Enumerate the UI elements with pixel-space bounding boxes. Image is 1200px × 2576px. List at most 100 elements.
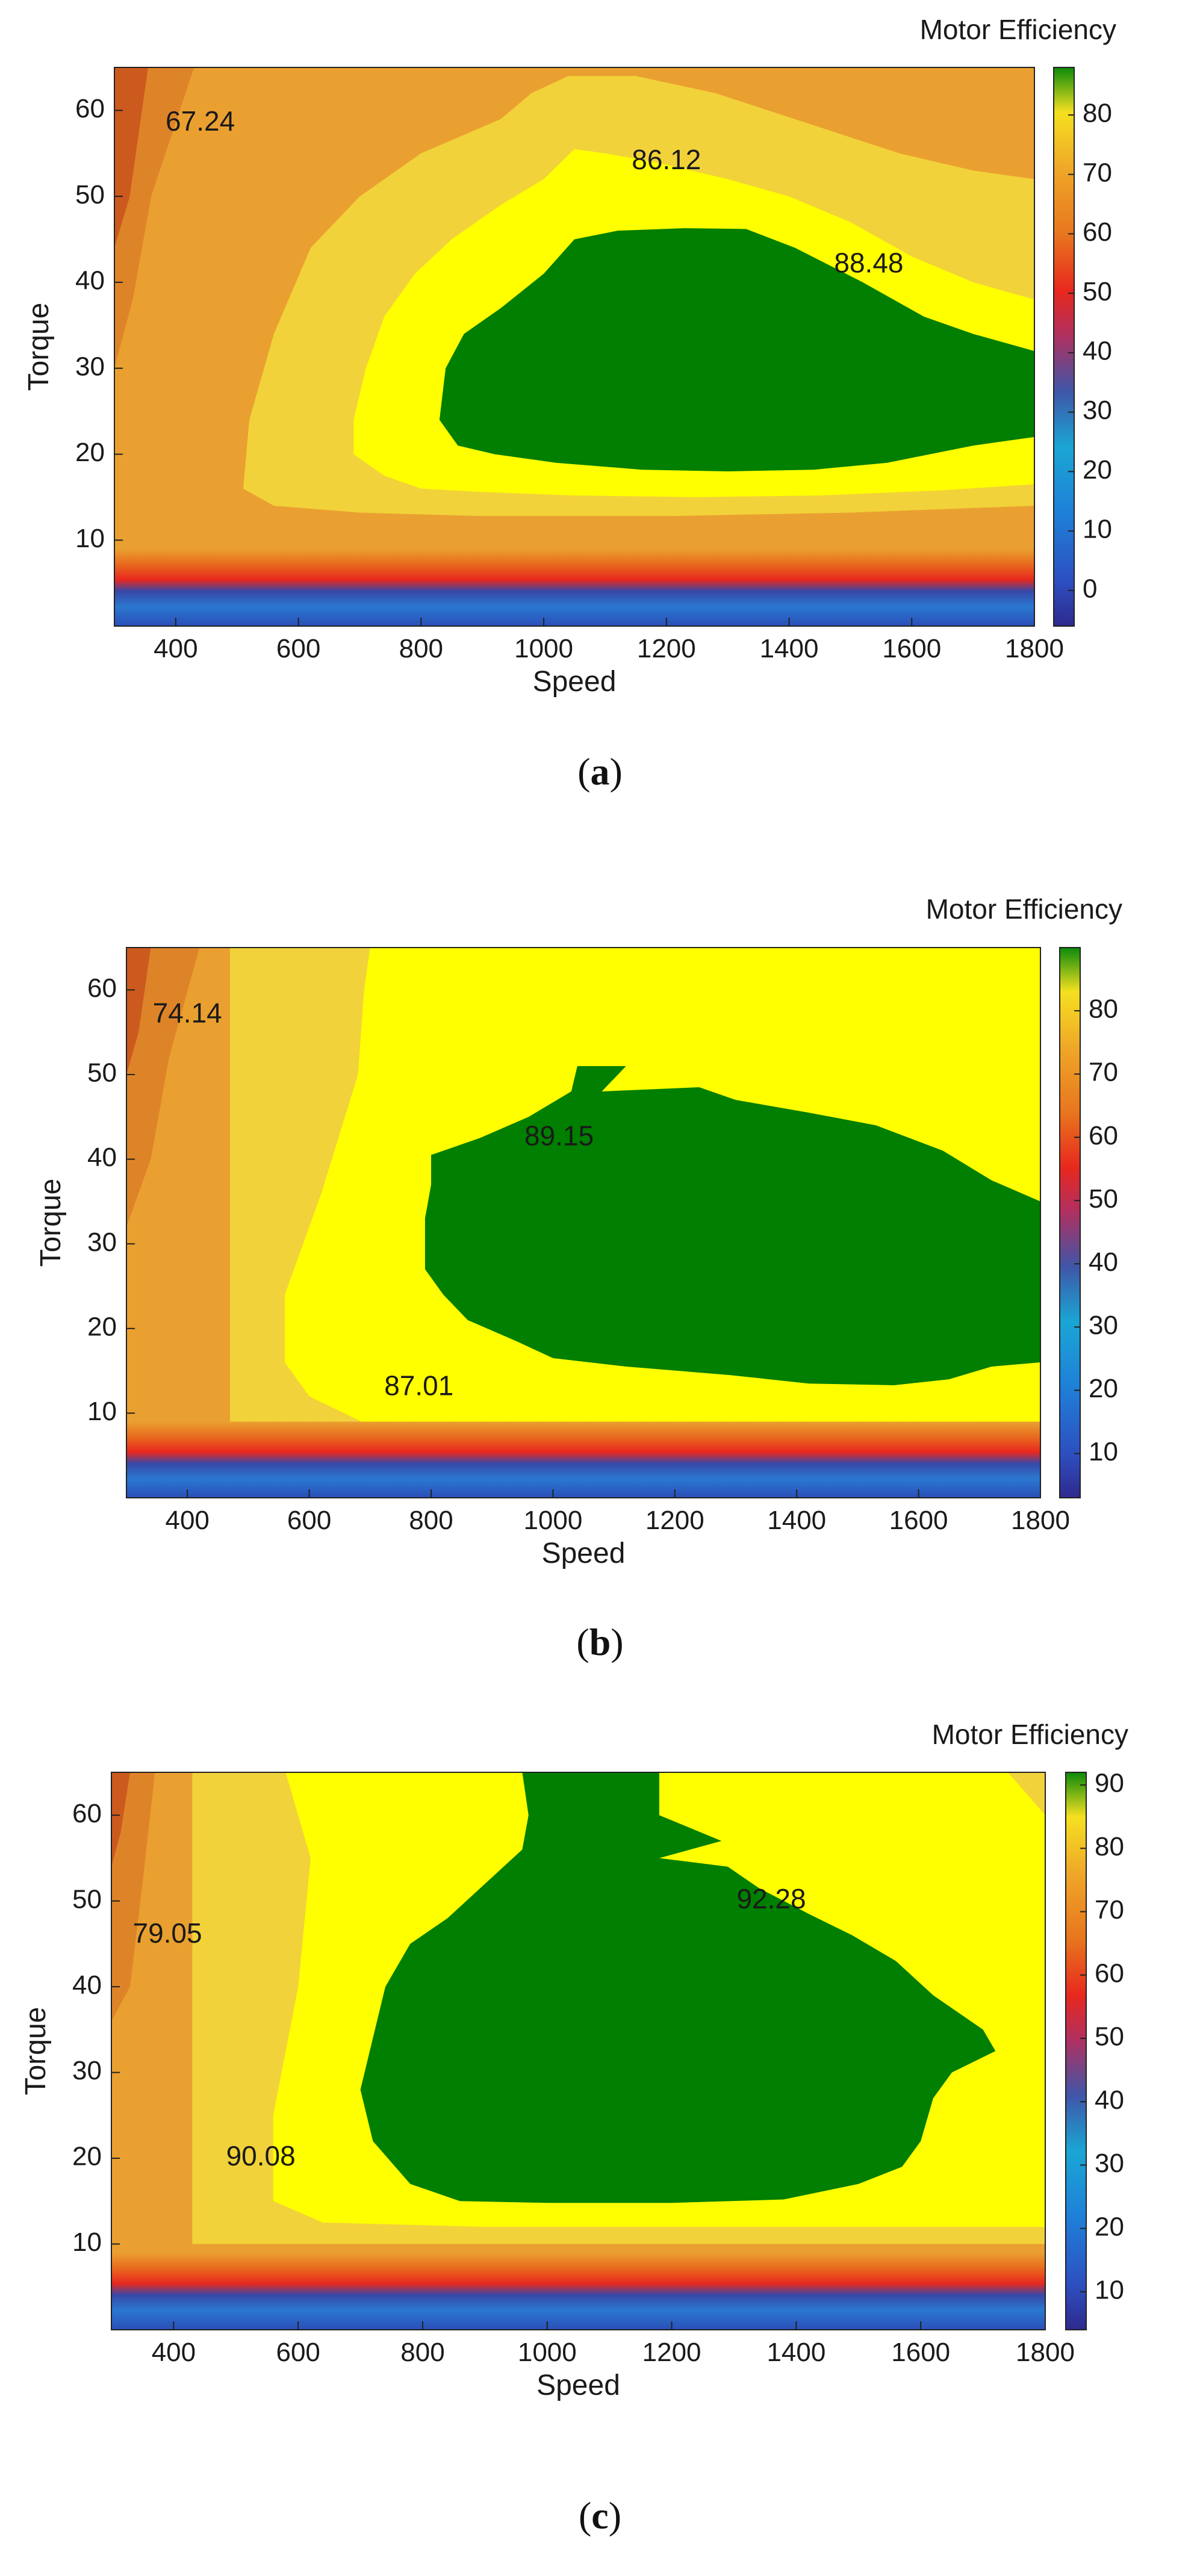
region-band-deep-74 [126,948,151,1075]
caption-a: (a) [577,750,623,793]
annotation-label: 67.24 [166,105,235,137]
x-tick-label: 600 [276,634,320,663]
colorbar [1065,1772,1087,2330]
colorbar-tick-label: 80 [1095,1832,1124,1861]
x-tick-label: 1400 [767,1506,826,1535]
annotation-label: 90.08 [226,2140,296,2171]
annotation-label: 88.48 [834,247,903,279]
x-tick-label: 600 [287,1506,331,1535]
y-tick-label: 40 [72,1970,102,2000]
colorbar-tick-label: 80 [1089,995,1118,1024]
colorbar-tick-label: 10 [1089,1437,1118,1466]
y-tick-label: 20 [87,1312,117,1341]
region-green-89-15 [424,1066,1040,1385]
annotation-label: 79.05 [132,1917,202,1949]
colorbar-title: Motor Efficiency [920,14,1116,45]
x-tick-label: 1200 [645,1506,704,1535]
efficiency-map-b: 74.14 89.15 87.01 400 600 800 1000 1200 1400 1600… [35,893,1122,1569]
x-tick-label: 400 [165,1506,209,1535]
annotation-label: 92.28 [736,1883,806,1914]
x-tick-label: 1600 [882,634,941,663]
colorbar-tick-label: 60 [1095,1958,1124,1988]
x-tick-label: 1800 [1005,634,1064,663]
plot-area [126,948,1040,1498]
colorbar-tick-label: 10 [1095,2275,1124,2304]
y-tick-label: 10 [87,1397,117,1426]
y-tick-label: 50 [75,180,105,209]
y-axis-label: Torque [35,1179,67,1267]
x-tick-label: 600 [276,2338,320,2367]
efficiency-map-c: 79.05 92.28 90.08 400 600 800 1000 1200 1400 1600… [20,1719,1128,2401]
colorbar-tick-label: 50 [1089,1184,1118,1214]
x-tick-label: 400 [152,2338,196,2367]
annotation-label: 87.01 [384,1370,453,1401]
caption-b: (b) [576,1621,624,1663]
region-band-orange-82 [111,1772,155,2022]
annotation-label: 74.14 [153,998,222,1029]
x-tick-label: 800 [400,2338,444,2367]
y-tick-label: 50 [72,1884,102,1914]
y-tick-label: 20 [72,2142,102,2171]
colorbar-tick-label: 20 [1089,1374,1118,1403]
x-tick-label: 800 [409,1506,453,1535]
colorbar-tick-label: 20 [1083,455,1112,485]
y-tick-label: 40 [75,266,105,296]
region-green-88-48 [439,228,1034,471]
x-tick-label: 1800 [1016,2338,1075,2367]
x-tick-label: 1600 [889,1506,948,1535]
region-band-deep-65 [114,67,148,248]
colorbar [1053,67,1075,627]
x-tick-label: 1000 [514,634,573,663]
y-tick-label: 60 [87,973,117,1003]
y-tick-label: 50 [87,1058,117,1088]
colorbar-tick-label: 40 [1095,2085,1124,2115]
colorbar-tick-label: 10 [1083,515,1112,544]
colorbar [1059,947,1081,1498]
y-tick-label: 20 [75,438,105,467]
plot-area [114,67,1034,626]
x-tick-label: 1000 [523,1506,582,1535]
x-tick-label: 1400 [766,2338,825,2367]
x-tick-label: 1200 [637,634,696,663]
y-tick-label: 60 [75,94,105,123]
y-tick-label: 10 [75,524,105,553]
region-band-orange-78 [126,948,200,1227]
colorbar-title: Motor Efficiency [932,1719,1128,1750]
x-tick-label: 1800 [1011,1506,1070,1535]
panel-b: 74.14 89.15 87.01 400 600 800 1000 1200 1400 1600… [0,858,1200,1717]
x-tick-label: 1200 [642,2338,701,2367]
x-axis-label: Speed [536,2370,620,2401]
low-torque-band [114,548,1034,626]
x-tick-label: 1400 [760,634,819,663]
colorbar-tick-label: 40 [1083,336,1112,365]
low-torque-band [111,2252,1045,2330]
colorbar-tick-label: 70 [1089,1058,1118,1087]
colorbar-tick-label: 0 [1083,574,1097,603]
caption-c: (c) [578,2494,622,2537]
y-tick-label: 30 [75,352,105,381]
colorbar-tick-label: 20 [1095,2212,1124,2241]
y-axis-label: Torque [20,2007,52,2096]
x-tick-label: 1000 [518,2338,577,2367]
colorbar-tick-label: 30 [1083,396,1112,425]
y-tick-label: 40 [87,1143,117,1172]
y-tick-label: 30 [87,1227,117,1257]
x-tick-label: 400 [154,634,197,663]
y-tick-label: 60 [72,1799,102,1828]
colorbar-tick-label: 60 [1089,1121,1118,1150]
colorbar-tick-label: 50 [1083,277,1112,306]
annotation-label: 89.15 [524,1120,594,1152]
low-torque-band [126,1421,1040,1498]
colorbar-tick-label: 40 [1089,1247,1118,1277]
caption-a-letter: a [590,750,610,793]
colorbar-title: Motor Efficiency [926,893,1122,925]
annotation-label: 86.12 [632,144,701,175]
y-tick-label: 30 [72,2056,102,2085]
panel-a: 67.24 86.12 88.48 400 600 800 1000 1200 1400 1600… [0,0,1200,858]
colorbar-tick-label: 60 [1083,217,1112,247]
caption-b-letter: b [589,1621,611,1663]
colorbar-tick-label: 50 [1095,2022,1124,2052]
colorbar-tick-label: 90 [1095,1769,1124,1798]
colorbar-tick-label: 70 [1095,1895,1124,1925]
